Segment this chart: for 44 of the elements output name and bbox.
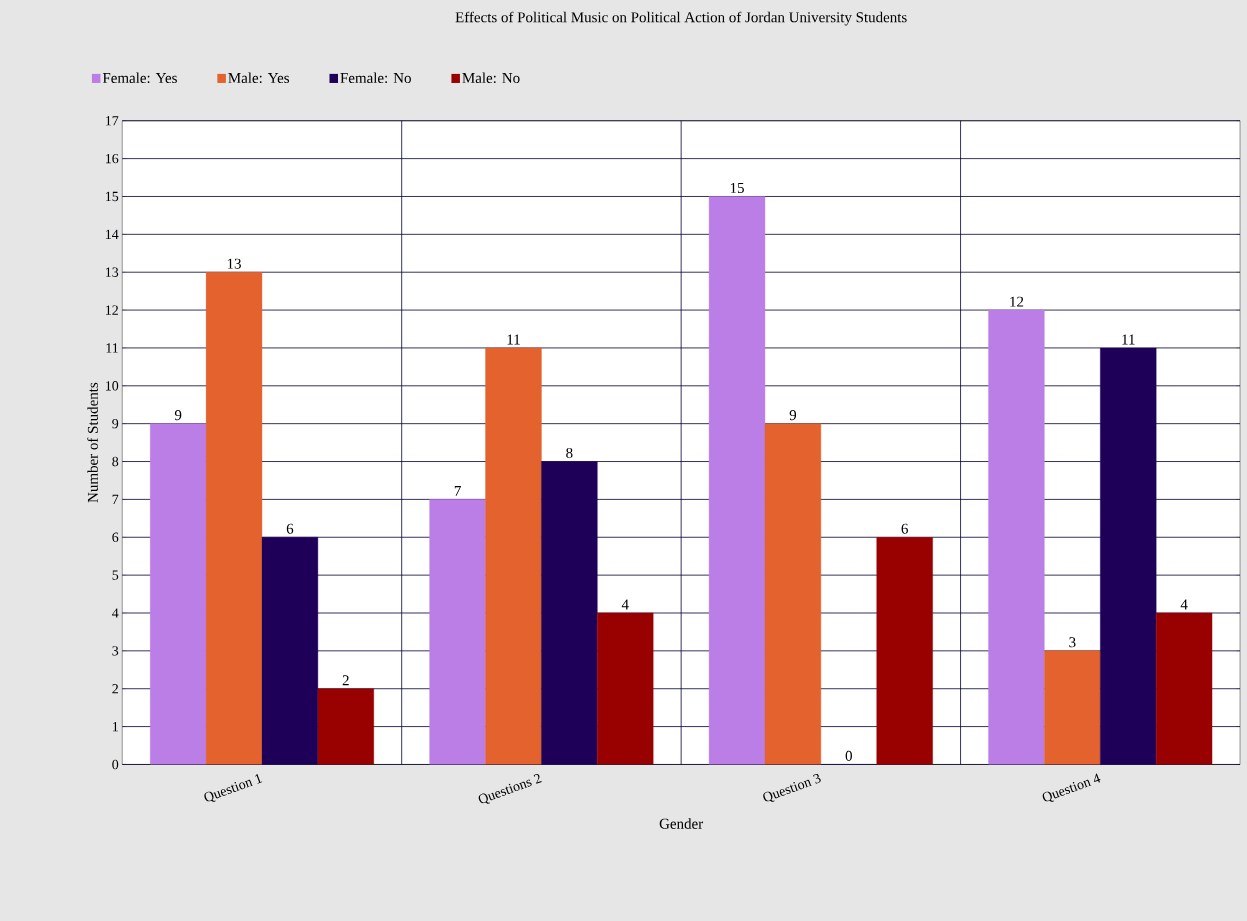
y-tick-label: 7 xyxy=(112,494,119,504)
data-label: 2 xyxy=(342,675,349,686)
y-tick-label: 10 xyxy=(105,381,119,391)
data-label: 4 xyxy=(1180,599,1188,610)
y-tick-label: 15 xyxy=(105,191,119,202)
chart-title: Effects of Political Music on Political Action of Jordan University Students xyxy=(455,11,907,26)
y-tick-label: 0 xyxy=(112,759,119,770)
data-label: 12 xyxy=(1010,296,1024,307)
y-tick-label: 17 xyxy=(105,116,119,126)
data-label: 8 xyxy=(566,447,573,458)
y-tick-label: 14 xyxy=(105,229,119,239)
x-tick-label: Question 4 xyxy=(1042,773,1101,802)
y-tick-label: 4 xyxy=(112,608,119,618)
legend-label: Female: No xyxy=(340,72,411,84)
data-label: 7 xyxy=(454,486,461,496)
data-label: 4 xyxy=(621,599,629,610)
data-label: 9 xyxy=(789,410,797,421)
y-tick-label: 8 xyxy=(112,456,119,467)
data-label: 11 xyxy=(1122,334,1135,345)
y-tick-label: 12 xyxy=(105,305,118,315)
y-axis-title: Number of Students xyxy=(87,382,98,503)
y-tick-label: 3 xyxy=(112,646,119,656)
data-label: 3 xyxy=(1069,637,1076,648)
y-tick-label: 13 xyxy=(105,267,119,277)
data-label: 0 xyxy=(845,750,852,761)
data-label: 15 xyxy=(730,182,744,193)
x-tick-label: Question 3 xyxy=(763,773,821,802)
y-tick-label: 16 xyxy=(105,153,119,164)
data-label: 11 xyxy=(507,334,520,345)
legend-label: Female: Yes xyxy=(102,72,177,84)
legend-label: Male: Yes xyxy=(228,72,290,84)
data-label: 6 xyxy=(286,523,294,534)
y-tick-label: 11 xyxy=(106,343,118,353)
y-tick-label: 9 xyxy=(112,418,119,429)
data-label: 13 xyxy=(227,258,241,269)
y-tick-label: 6 xyxy=(112,532,119,542)
legend-label: Male: No xyxy=(462,72,520,84)
y-tick-label: 1 xyxy=(112,721,118,732)
x-tick-label: Question 1 xyxy=(204,773,263,802)
y-tick-label: 2 xyxy=(112,684,118,694)
data-label: 9 xyxy=(174,410,182,421)
x-axis-title: Gender xyxy=(659,818,704,829)
data-label: 6 xyxy=(901,523,908,534)
y-tick-label: 5 xyxy=(112,570,119,580)
